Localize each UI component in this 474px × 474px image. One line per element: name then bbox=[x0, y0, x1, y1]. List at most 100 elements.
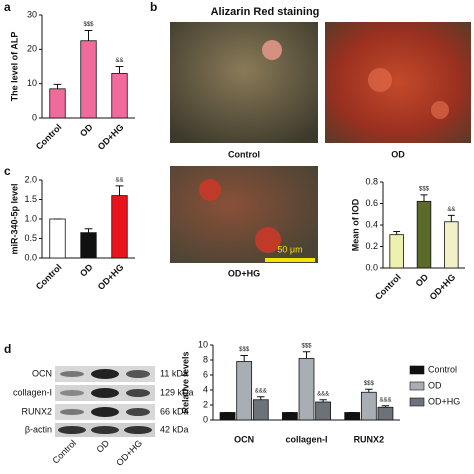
micrograph bbox=[170, 166, 318, 263]
scale-bar bbox=[265, 258, 315, 262]
cell bbox=[368, 68, 392, 92]
significance: && bbox=[115, 177, 123, 183]
panel-label: c bbox=[4, 164, 11, 178]
band bbox=[60, 371, 84, 377]
x-tick-label: OD+HG bbox=[428, 272, 458, 302]
bar bbox=[315, 401, 332, 421]
significance: $$$ bbox=[419, 186, 430, 192]
band bbox=[91, 426, 119, 434]
y-tick-label: 0.6 bbox=[365, 198, 378, 208]
error-bar bbox=[381, 405, 390, 408]
y-tick-label: 2.0 bbox=[24, 174, 37, 184]
y-tick-label: 20 bbox=[27, 44, 37, 54]
error-bar bbox=[84, 29, 93, 41]
cell bbox=[431, 101, 449, 119]
y-tick-label: 6 bbox=[203, 369, 208, 379]
y-tick-label: 0.4 bbox=[365, 219, 378, 229]
band bbox=[60, 390, 84, 396]
protein-label: β-actin bbox=[25, 424, 52, 434]
y-tick-label: 0 bbox=[203, 414, 208, 424]
band bbox=[126, 370, 150, 378]
legend-swatch bbox=[409, 397, 425, 407]
size-label: 66 kDa bbox=[160, 406, 189, 416]
panel-label: a bbox=[4, 0, 11, 14]
bar bbox=[80, 232, 97, 259]
band bbox=[91, 407, 119, 417]
significance: &&& bbox=[379, 397, 391, 403]
band bbox=[124, 426, 152, 434]
bar bbox=[416, 200, 432, 269]
significance: && bbox=[447, 207, 455, 213]
bar bbox=[444, 221, 459, 269]
x-tick-label: Control bbox=[34, 122, 64, 152]
bar bbox=[252, 399, 269, 421]
error-bar bbox=[302, 351, 311, 359]
bar bbox=[111, 195, 128, 259]
legend-label: Control bbox=[428, 364, 457, 374]
image-label: Control bbox=[228, 149, 260, 159]
micrograph bbox=[170, 22, 318, 143]
y-tick-label: 0.0 bbox=[365, 262, 378, 272]
bar bbox=[344, 412, 361, 421]
y-tick-label: 30 bbox=[27, 9, 37, 19]
error-bar bbox=[420, 194, 428, 202]
lane-label: OD bbox=[94, 438, 111, 455]
size-label: 11 kDa bbox=[160, 368, 188, 378]
y-axis-label: The level of ALP bbox=[9, 32, 19, 102]
significance: &&& bbox=[317, 391, 329, 397]
error-bar bbox=[319, 399, 327, 402]
y-axis-label: Mean of IOD bbox=[350, 198, 360, 251]
significance: $$$ bbox=[239, 347, 250, 353]
image-label: OD+HG bbox=[228, 268, 260, 278]
y-tick-label: 10 bbox=[27, 78, 37, 88]
legend-swatch bbox=[409, 381, 425, 391]
bar bbox=[219, 412, 236, 421]
cell bbox=[255, 227, 281, 253]
band bbox=[91, 388, 119, 398]
x-tick-label: OD bbox=[413, 272, 430, 289]
bar bbox=[80, 40, 97, 119]
bar bbox=[111, 72, 128, 119]
error-bar bbox=[257, 396, 265, 400]
bar bbox=[49, 88, 66, 119]
image-label: OD bbox=[391, 149, 405, 159]
bar bbox=[360, 391, 377, 421]
y-tick-label: 10 bbox=[198, 339, 208, 349]
panel-label: b bbox=[150, 0, 157, 14]
legend-swatch bbox=[409, 365, 425, 375]
x-tick-label: OD bbox=[78, 122, 95, 139]
y-tick-label: 0.0 bbox=[24, 252, 37, 262]
bar bbox=[389, 234, 404, 269]
x-tick-label: RUNX2 bbox=[354, 434, 385, 444]
legend-label: OD bbox=[428, 380, 442, 390]
band bbox=[126, 389, 150, 397]
error-bar bbox=[115, 185, 124, 196]
y-tick-label: 0.5 bbox=[24, 233, 37, 243]
micrograph bbox=[325, 22, 471, 143]
y-tick-label: 8 bbox=[203, 354, 208, 364]
legend-label: OD+HG bbox=[428, 396, 460, 406]
size-label: 42 kDa bbox=[160, 424, 189, 434]
bar bbox=[377, 406, 394, 421]
significance: $$$ bbox=[83, 22, 94, 28]
band bbox=[126, 408, 150, 416]
significance: && bbox=[115, 58, 123, 64]
lane-label: Control bbox=[51, 438, 79, 466]
x-tick-label: OD+HG bbox=[96, 262, 126, 292]
size-label: 129 kDa bbox=[160, 387, 194, 397]
x-tick-label: collagen-I bbox=[285, 434, 327, 444]
panel-label: d bbox=[4, 342, 11, 356]
y-tick-label: 1.5 bbox=[24, 194, 37, 204]
lane-label: OD+HG bbox=[114, 438, 144, 468]
cell bbox=[262, 40, 282, 60]
cell bbox=[199, 179, 221, 201]
y-axis-label: Relative levels bbox=[180, 351, 190, 413]
protein-label: collagen-I bbox=[13, 387, 52, 397]
significance: $$$ bbox=[364, 381, 375, 387]
error-bar bbox=[84, 228, 93, 233]
y-tick-label: 0.8 bbox=[365, 176, 378, 186]
y-tick-label: 1.0 bbox=[24, 213, 37, 223]
bar bbox=[298, 358, 315, 421]
significance: &&& bbox=[255, 388, 267, 394]
